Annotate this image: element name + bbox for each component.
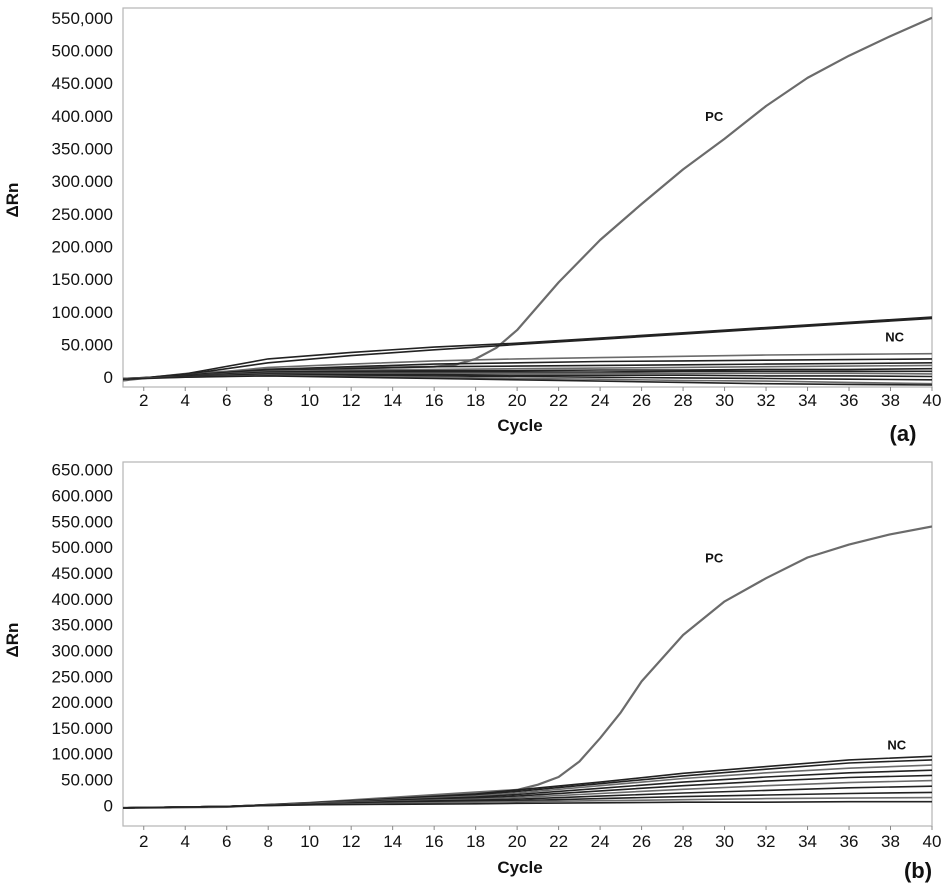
x-tick-label: 36 bbox=[840, 391, 859, 410]
x-tick-label: 26 bbox=[632, 391, 651, 410]
x-tick-label: 34 bbox=[798, 832, 817, 851]
series-line bbox=[123, 375, 932, 386]
y-tick-label: 500.000 bbox=[52, 538, 113, 557]
x-tick-label: 20 bbox=[508, 391, 527, 410]
y-tick-label: 250.000 bbox=[52, 205, 113, 224]
series-line bbox=[123, 317, 932, 381]
series-group bbox=[123, 16, 932, 386]
y-tick-label: 450.000 bbox=[52, 74, 113, 93]
x-tick-label: 36 bbox=[840, 832, 859, 851]
y-tick-label: 150.000 bbox=[52, 719, 113, 738]
x-tick-label: 22 bbox=[549, 832, 568, 851]
panel-label: (a) bbox=[890, 421, 917, 446]
y-tick-label: 0 bbox=[104, 796, 113, 815]
panel-label: (b) bbox=[904, 858, 932, 883]
y-axis-label: ΔRn bbox=[3, 183, 22, 218]
plot-area bbox=[122, 7, 933, 388]
x-tick-label: 6 bbox=[222, 391, 231, 410]
y-tick-label: 550,000 bbox=[52, 9, 113, 28]
x-tick-label: 16 bbox=[425, 391, 444, 410]
x-tick-label: 28 bbox=[674, 832, 693, 851]
x-tick-label: 18 bbox=[466, 391, 485, 410]
x-tick-label: 30 bbox=[715, 832, 734, 851]
y-tick-label: 150.000 bbox=[52, 270, 113, 289]
y-tick-label: 50.000 bbox=[61, 771, 113, 790]
y-tick-label: 100.000 bbox=[52, 303, 113, 322]
series-line bbox=[123, 352, 932, 381]
x-tick-label: 40 bbox=[923, 391, 942, 410]
series-line bbox=[123, 358, 932, 380]
x-tick-label: 24 bbox=[591, 391, 610, 410]
x-tick-label: 32 bbox=[757, 391, 776, 410]
x-tick-label: 2 bbox=[139, 391, 148, 410]
y-tick-label: 200.000 bbox=[52, 693, 113, 712]
y-tick-label: 400.000 bbox=[52, 590, 113, 609]
y-tick-label: 500.000 bbox=[52, 41, 113, 60]
y-tick-label: 200.000 bbox=[52, 238, 113, 257]
x-tick-label: 34 bbox=[798, 391, 817, 410]
x-tick-label: 10 bbox=[300, 832, 319, 851]
y-tick-label: 300.000 bbox=[52, 172, 113, 191]
y-tick-label: 350.000 bbox=[52, 616, 113, 635]
x-axis-label: Cycle bbox=[497, 858, 542, 877]
y-tick-label: 50.000 bbox=[61, 336, 113, 355]
x-tick-label: 22 bbox=[549, 391, 568, 410]
x-tick-label: 16 bbox=[425, 832, 444, 851]
x-tick-label: 28 bbox=[674, 391, 693, 410]
x-tick-label: 14 bbox=[383, 832, 402, 851]
y-tick-label: 450.000 bbox=[52, 564, 113, 583]
series-line bbox=[123, 800, 932, 809]
x-tick-label: 10 bbox=[300, 391, 319, 410]
series-line bbox=[123, 316, 932, 381]
annotation-label: NC bbox=[887, 738, 906, 753]
chart-panel-b: ΔRn Cycle (b) 0 50.000 100.000 150.000 200.0… bbox=[3, 461, 941, 883]
x-tick-label: 8 bbox=[263, 391, 272, 410]
x-tick-label: 8 bbox=[263, 832, 272, 851]
chart-panel-a: ΔRn Cycle (a) 0 50.000 100.000 150.000 200.0… bbox=[3, 7, 942, 446]
x-tick-label: 30 bbox=[715, 391, 734, 410]
x-tick-label: 6 bbox=[222, 832, 231, 851]
x-tick-label: 40 bbox=[923, 832, 942, 851]
x-tick-label: 14 bbox=[383, 391, 402, 410]
x-tick-label: 4 bbox=[180, 832, 189, 851]
x-tick-label: 20 bbox=[508, 832, 527, 851]
x-tick-label: 18 bbox=[466, 832, 485, 851]
annotation-label: NC bbox=[885, 329, 904, 344]
x-tick-label: 12 bbox=[342, 832, 361, 851]
x-tick-label: 2 bbox=[139, 832, 148, 851]
y-tick-label: 250.000 bbox=[52, 667, 113, 686]
y-tick-label: 350.000 bbox=[52, 139, 113, 158]
y-tick-label: 400.000 bbox=[52, 107, 113, 126]
x-tick-label: 24 bbox=[591, 832, 610, 851]
y-axis-label: ΔRn bbox=[3, 623, 22, 658]
x-tick-label: 26 bbox=[632, 832, 651, 851]
x-axis-label: Cycle bbox=[497, 416, 542, 435]
annotation-label: PC bbox=[705, 109, 724, 124]
x-tick-label: 38 bbox=[881, 832, 900, 851]
series-line-pc bbox=[123, 525, 932, 809]
y-tick-label: 650.000 bbox=[52, 461, 113, 480]
plot-area bbox=[122, 461, 933, 827]
y-tick-label: 600.000 bbox=[52, 487, 113, 506]
x-tick-label: 12 bbox=[342, 391, 361, 410]
x-tick-label: 38 bbox=[881, 391, 900, 410]
y-tick-label: 300.000 bbox=[52, 641, 113, 660]
series-group bbox=[123, 525, 932, 809]
y-tick-label: 100.000 bbox=[52, 745, 113, 764]
y-tick-label: 550.000 bbox=[52, 512, 113, 531]
x-tick-label: 4 bbox=[180, 391, 189, 410]
x-tick-label: 32 bbox=[757, 832, 776, 851]
y-tick-label: 0 bbox=[104, 368, 113, 387]
annotation-label: PC bbox=[705, 551, 724, 566]
